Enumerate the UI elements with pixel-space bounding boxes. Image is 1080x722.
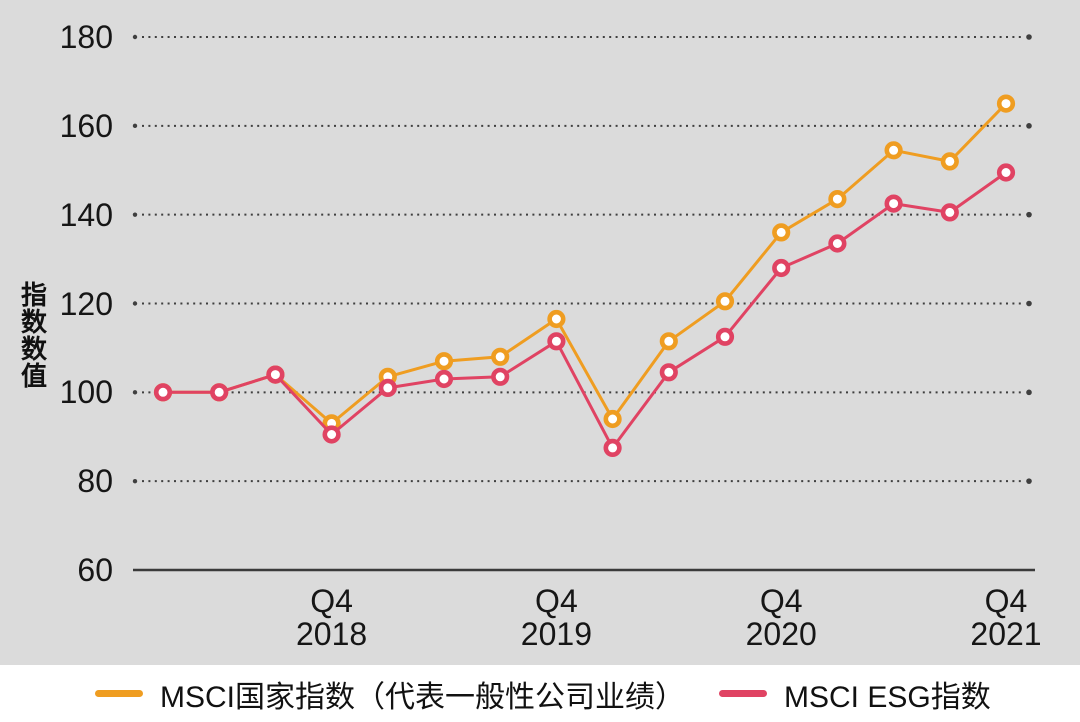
x-tick-year: 2020	[745, 616, 817, 652]
gridline-start-dot	[132, 212, 138, 217]
x-tick-label: Q4 2020	[706, 585, 856, 651]
gridline-end-dot	[1026, 300, 1032, 307]
data-point-marker	[715, 292, 735, 311]
data-point-marker	[603, 409, 622, 429]
x-tick-label: Q4 2018	[257, 585, 407, 651]
y-tick-label: 140	[59, 196, 113, 233]
data-point-marker	[715, 327, 735, 346]
data-point-marker	[491, 347, 510, 366]
gridline-start-dot	[132, 478, 138, 484]
x-tick-year: 2021	[970, 616, 1042, 652]
y-tick-label: 100	[59, 374, 113, 411]
gridline-start-dot	[132, 34, 138, 40]
x-tick-quarter: Q4	[535, 583, 578, 619]
legend-swatch	[95, 690, 143, 697]
gridline-end-dot	[1026, 211, 1032, 218]
gridline-end-dot	[1026, 389, 1032, 396]
y-tick-label: 120	[59, 285, 113, 322]
legend-swatch	[719, 690, 767, 697]
x-tick-quarter: Q4	[759, 583, 803, 619]
x-tick-quarter: Q4	[984, 583, 1028, 619]
data-point-marker	[153, 383, 173, 402]
y-tick-label: 80	[77, 463, 113, 500]
legend-label: MSCI ESG指数	[784, 680, 991, 714]
data-point-marker	[772, 258, 791, 278]
data-point-marker	[659, 332, 678, 351]
y-axis-title: 指数数值	[20, 280, 47, 391]
gridline-start-dot	[132, 390, 138, 395]
data-point-marker	[434, 352, 454, 371]
gridline-start-dot	[132, 301, 138, 306]
data-point-marker	[884, 194, 903, 213]
data-point-marker	[828, 234, 847, 253]
data-point-marker	[378, 378, 397, 398]
series-line-1	[163, 171, 1007, 450]
legend-item: MSCI ESG指数	[719, 665, 991, 722]
x-tick-label: Q4 2019	[481, 585, 631, 651]
gridline-start-dot	[132, 123, 138, 129]
gridline-end-dot	[1026, 34, 1032, 40]
legend-label: MSCI国家指数（代表一般性公司业绩）	[160, 680, 685, 714]
x-tick-quarter: Q4	[310, 583, 353, 619]
data-point-marker	[940, 203, 959, 222]
legend-item: MSCI国家指数（代表一般性公司业绩）	[95, 665, 685, 722]
x-tick-year: 2019	[520, 616, 592, 652]
legend: MSCI国家指数（代表一般性公司业绩） MSCI ESG指数	[0, 665, 1080, 722]
data-point-marker	[547, 309, 566, 329]
y-tick-label: 180	[59, 19, 113, 55]
data-point-marker	[772, 223, 791, 242]
data-point-marker	[210, 383, 229, 402]
series-line-0	[163, 102, 1008, 425]
data-point-marker	[266, 365, 285, 384]
x-tick-year: 2018	[296, 616, 368, 652]
y-tick-label: 60	[77, 552, 113, 588]
data-point-marker	[828, 190, 847, 209]
data-point-marker	[603, 438, 622, 458]
data-point-marker	[491, 367, 510, 386]
data-point-marker	[322, 425, 341, 444]
gridline-end-dot	[1026, 123, 1032, 129]
data-point-marker	[884, 141, 903, 160]
y-tick-label: 160	[59, 107, 113, 144]
data-point-marker	[996, 163, 1016, 182]
data-point-marker	[434, 369, 454, 389]
x-tick-label: Q4 2021	[931, 585, 1080, 651]
data-point-marker	[547, 332, 566, 351]
plot-background	[0, 0, 1080, 665]
data-point-marker	[996, 94, 1016, 113]
data-point-marker	[940, 152, 959, 171]
data-point-marker	[659, 363, 678, 382]
gridline-end-dot	[1026, 478, 1032, 484]
